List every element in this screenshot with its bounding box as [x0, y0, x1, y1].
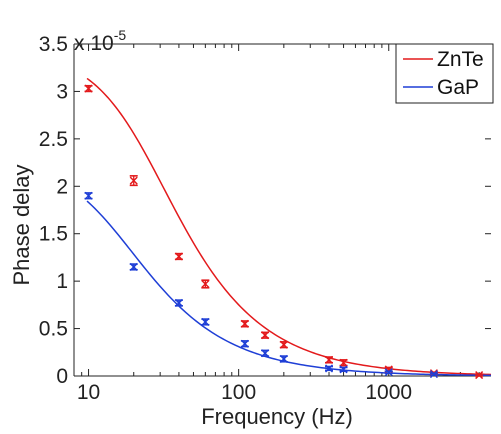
data-point-gap	[429, 370, 438, 379]
marker-stroke	[174, 252, 183, 261]
marker-stroke	[84, 191, 93, 200]
marker-stroke	[279, 340, 288, 349]
data-point-gap	[279, 354, 288, 363]
marker-stroke	[201, 317, 210, 326]
legend-label-znte: ZnTe	[437, 48, 484, 71]
data-point-gap	[174, 298, 183, 307]
marker-stroke	[339, 365, 348, 374]
marker-stroke	[174, 298, 183, 307]
marker-stroke	[279, 354, 288, 363]
x-tick-label: 1000	[365, 381, 412, 404]
marker-stroke	[129, 262, 138, 271]
data-point-gap	[201, 317, 210, 326]
data-point-znte	[279, 340, 288, 349]
marker-stroke	[84, 84, 93, 93]
fit-curve-gap	[86, 200, 492, 377]
legend-box	[395, 43, 494, 104]
marker-stroke	[201, 279, 210, 289]
legend: ZnTe GaP	[395, 43, 494, 104]
data-point-gap	[129, 262, 138, 271]
data-point-znte	[129, 175, 138, 187]
marker-stroke	[261, 331, 270, 340]
data-point-znte	[201, 279, 210, 289]
marker-stroke	[240, 319, 249, 328]
x-tick-label: 100	[221, 381, 256, 404]
y-tick-label: 2	[56, 175, 68, 198]
marker-stroke	[129, 176, 138, 185]
fit-curves	[86, 77, 492, 377]
fit-curve-znte	[86, 77, 492, 376]
data-point-znte	[240, 319, 249, 328]
marker-stroke	[240, 339, 249, 348]
y-tick-label: 1	[56, 270, 68, 293]
y-tick-label: 3	[56, 80, 68, 103]
y-tick-label: 2.5	[39, 128, 68, 151]
marker-stroke	[475, 371, 484, 380]
y-axis-title: Phase delay	[9, 164, 34, 285]
y-tick-label: 1.5	[39, 223, 68, 246]
axis-ticks: 0 0.5 1 1.5 2 2.5 3 3.5 10 100 1000	[39, 33, 491, 404]
y-tick-label: 3.5	[39, 33, 68, 56]
data-point-gap	[84, 191, 93, 200]
data-point-znte	[261, 331, 270, 340]
data-point-znte	[174, 252, 183, 261]
marker-stroke	[261, 349, 270, 358]
marker-stroke	[429, 370, 438, 379]
legend-label-gap: GaP	[437, 76, 479, 99]
data-point-gap	[384, 368, 393, 377]
x-axis-title: Frequency (Hz)	[201, 404, 353, 429]
marker-stroke	[324, 355, 334, 364]
marker-stroke	[324, 364, 334, 373]
y-multiplier: x 10-5	[74, 27, 126, 55]
data-point-znte	[324, 355, 334, 364]
data-point-znte	[475, 371, 484, 380]
data-points	[84, 84, 484, 380]
data-point-gap	[339, 365, 348, 374]
x-tick-label: 10	[77, 381, 100, 404]
data-point-gap	[240, 339, 249, 348]
data-point-gap	[261, 349, 270, 358]
marker-stroke	[384, 368, 393, 377]
y-tick-label: 0.5	[39, 318, 68, 341]
data-point-gap	[324, 364, 334, 373]
marker-stroke	[339, 358, 348, 367]
y-tick-label: 0	[56, 365, 68, 388]
data-point-znte	[84, 84, 93, 93]
data-point-znte	[339, 358, 348, 367]
